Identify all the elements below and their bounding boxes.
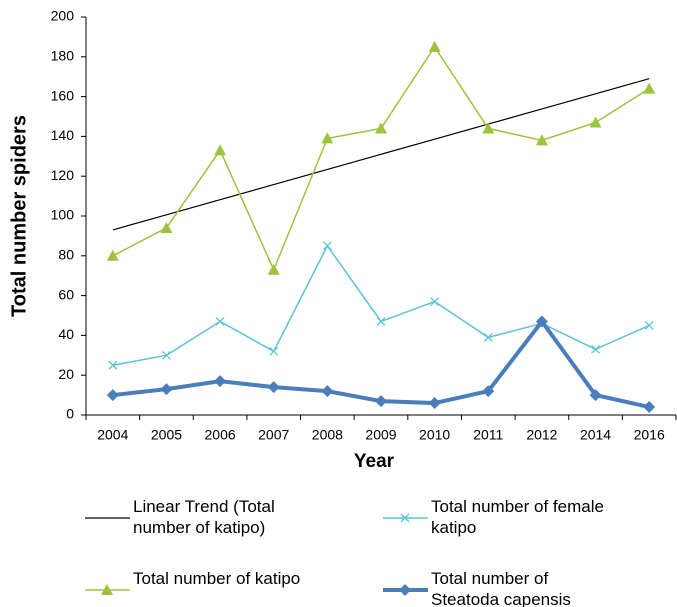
x-tick-label: 2009 (365, 427, 396, 443)
marker-x (161, 350, 171, 360)
x-tick-label: 2011 (473, 427, 503, 443)
legend-label: Total number of Steatoda capensis (431, 569, 571, 607)
x-tick-label: 2008 (312, 427, 343, 443)
marker-x (108, 360, 118, 370)
x-tick-label: 2010 (419, 427, 450, 443)
marker-diamond (375, 395, 387, 408)
marker-triangle (101, 584, 113, 595)
marker-triangle (589, 116, 602, 128)
marker-diamond (482, 385, 495, 398)
y-tick-label: 100 (51, 207, 75, 223)
marker-x (400, 513, 410, 523)
marker-diamond (160, 383, 173, 396)
marker-x (483, 332, 493, 342)
x-tick-label: 2005 (151, 427, 182, 443)
x-tick-label: 2006 (205, 427, 236, 443)
marker-x (215, 317, 225, 326)
marker-triangle (321, 132, 334, 144)
legend-item (383, 584, 428, 596)
marker-x (269, 346, 279, 356)
series-line (112, 244, 650, 366)
series-line (112, 78, 650, 231)
marker-x (430, 297, 440, 307)
marker-diamond (643, 401, 656, 414)
marker-diamond (589, 389, 602, 402)
y-tick-label: 200 (51, 8, 75, 24)
marker-diamond (428, 397, 441, 410)
legend-label: Linear Trend (Total number of katipo) (133, 497, 275, 537)
series-line (112, 318, 650, 409)
y-tick-label: 120 (51, 167, 75, 183)
legend-item (85, 584, 130, 595)
legend-label: Total number of katipo (133, 569, 301, 588)
legend-label: Total number of female katipo (431, 497, 604, 537)
marker-x (644, 320, 654, 330)
marker-diamond (267, 381, 280, 394)
y-tick-label: 0 (66, 406, 74, 422)
marker-diamond (399, 584, 411, 596)
marker-x (376, 317, 386, 326)
marker-x (322, 241, 332, 251)
y-tick-label: 160 (51, 87, 75, 103)
marker-diamond (214, 375, 227, 388)
marker-triangle (643, 82, 656, 94)
marker-triangle (106, 249, 119, 261)
marker-triangle (428, 40, 441, 52)
x-axis-label: Year (354, 451, 395, 472)
y-tick-label: 140 (51, 127, 75, 143)
marker-x (591, 344, 601, 354)
x-tick-label: 2004 (97, 427, 128, 443)
legend-item (383, 513, 428, 523)
x-tick-label: 2016 (634, 427, 665, 443)
marker-diamond (321, 385, 334, 398)
marker-triangle (375, 122, 387, 134)
marker-triangle (214, 144, 227, 156)
y-axis-label: Total number spiders (8, 115, 30, 317)
marker-diamond (106, 389, 119, 402)
marker-triangle (482, 122, 495, 134)
y-tick-label: 180 (51, 48, 75, 64)
marker-diamond (535, 315, 548, 328)
y-tick-label: 60 (58, 286, 74, 302)
y-tick-label: 40 (58, 326, 74, 342)
x-tick-label: 2012 (526, 427, 557, 443)
series-line (112, 45, 650, 272)
y-tick-label: 20 (58, 366, 74, 382)
marker-triangle (535, 134, 548, 146)
x-tick-label: 2007 (258, 427, 289, 443)
marker-triangle (267, 263, 280, 275)
x-tick-label: 2014 (580, 427, 611, 443)
marker-triangle (160, 221, 173, 233)
y-tick-label: 80 (58, 247, 74, 263)
